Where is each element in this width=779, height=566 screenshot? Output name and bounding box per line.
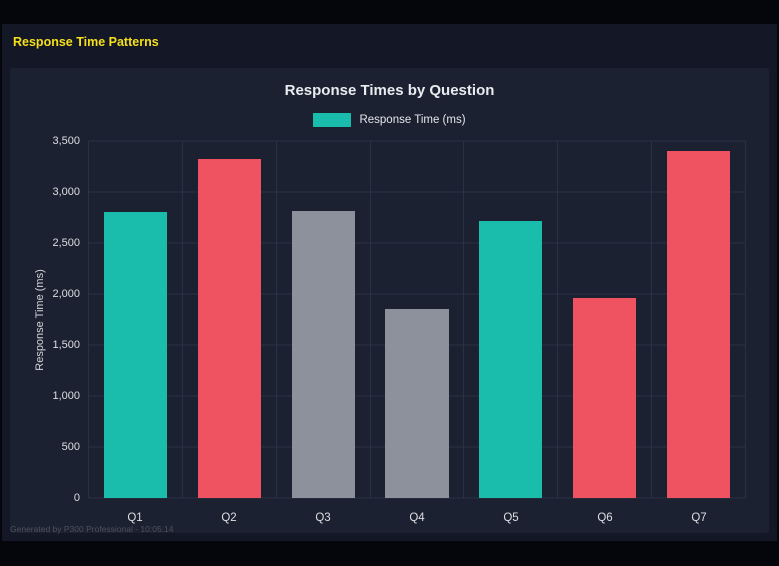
bar-q5[interactable] xyxy=(479,220,543,498)
bar-slot xyxy=(89,141,183,498)
bar-q2[interactable] xyxy=(197,159,261,498)
legend-label: Response Time (ms) xyxy=(359,114,466,126)
x-tick-label: Q7 xyxy=(691,512,707,524)
bar-slot xyxy=(371,141,465,498)
gridline xyxy=(89,191,746,193)
footer-text: Generated by P300 Professional - 10:05:1… xyxy=(10,524,174,534)
bar-q1[interactable] xyxy=(103,212,167,498)
x-tick-label: Q5 xyxy=(503,512,519,524)
gridline xyxy=(89,242,746,244)
chart-title: Response Times by Question xyxy=(284,82,495,99)
x-tick-label: Q2 xyxy=(221,512,237,524)
bar-slot xyxy=(558,141,653,498)
gridline xyxy=(89,140,746,142)
chart-legend[interactable]: Response Time (ms) xyxy=(10,113,769,127)
x-axis-labels: Q1 Q2 Q3 Q4 Q5 Q6 Q7 xyxy=(88,506,746,524)
bar-slot xyxy=(277,141,371,498)
y-tick-label: 500 xyxy=(61,441,80,453)
gridline xyxy=(89,497,746,499)
bar-slot xyxy=(652,141,747,498)
y-tick-label: 3,000 xyxy=(52,186,80,198)
x-tick-label: Q4 xyxy=(409,512,425,524)
y-tick-label: 2,000 xyxy=(52,288,80,300)
bar-q6[interactable] xyxy=(573,298,637,498)
y-tick-label: 1,000 xyxy=(52,390,80,402)
y-tick-label: 1,500 xyxy=(52,339,80,351)
app-window: Response Time Patterns Response Times by… xyxy=(2,24,777,541)
bar-slot xyxy=(183,141,277,498)
x-tick-label: Q6 xyxy=(597,512,613,524)
x-tick-label: Q3 xyxy=(315,512,331,524)
y-tick-label: 0 xyxy=(73,492,80,504)
y-axis-ticks: 0 500 1,000 1,500 2,000 2,500 3,000 3,500 xyxy=(10,135,80,504)
bar-q3[interactable] xyxy=(291,211,355,498)
bar-slot xyxy=(464,141,559,498)
chart-panel: Response Times by Question Response Time… xyxy=(10,68,769,533)
y-tick-label: 3,500 xyxy=(52,135,80,147)
bar-q7[interactable] xyxy=(667,151,731,498)
x-tick-label: Q1 xyxy=(127,512,143,524)
y-tick-label: 2,500 xyxy=(52,237,80,249)
legend-swatch xyxy=(313,113,352,127)
bar-q4[interactable] xyxy=(385,309,449,498)
gridline xyxy=(89,293,746,295)
page-title: Response Time Patterns xyxy=(13,35,159,49)
plot-area xyxy=(88,140,747,499)
